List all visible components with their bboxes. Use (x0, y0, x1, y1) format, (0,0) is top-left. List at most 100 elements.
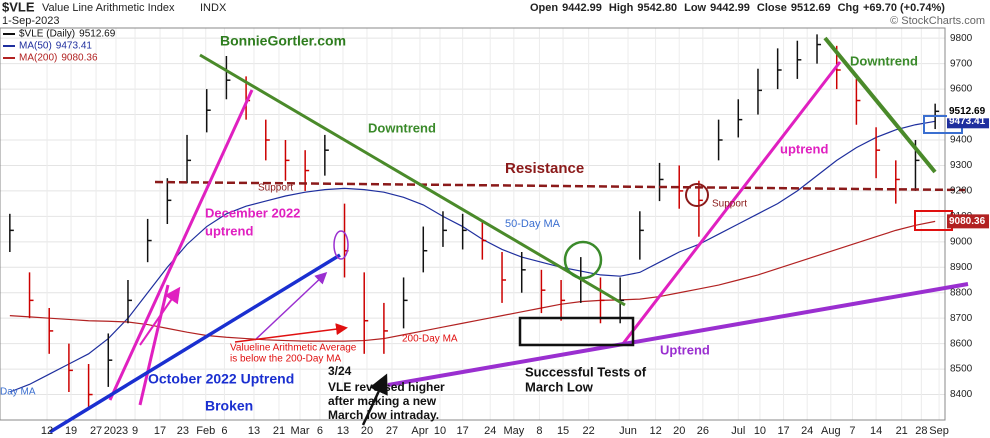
annotation-shapes (49, 36, 969, 434)
x-tick-label: Jul (731, 425, 745, 437)
quote-label: High (609, 2, 634, 14)
x-tick-label: Aug (821, 425, 841, 437)
x-tick-label: 20 (673, 425, 685, 437)
y-tick-label: 8700 (950, 313, 973, 324)
x-tick-label: 19 (65, 425, 77, 437)
price-tag: 9512.69 (949, 106, 986, 117)
x-tick-label: 23 (177, 425, 189, 437)
x-tick-label: 21 (273, 425, 285, 437)
x-tick-label: 13 (337, 425, 349, 437)
annotation: March Low (525, 379, 594, 394)
x-tick-label: 21 (896, 425, 908, 437)
x-tick-label: 2023 (104, 425, 128, 437)
x-tick-label: Sep (929, 425, 949, 437)
y-tick-label: 8400 (950, 389, 973, 400)
x-tick-label: 12 (649, 425, 661, 437)
ma200-tag-bg (947, 214, 989, 229)
annotation: BonnieGortler.com (220, 33, 346, 49)
x-tick-label: 24 (801, 425, 813, 437)
quote-value: +69.70 (+0.74%) (863, 2, 945, 14)
x-tick-label: 17 (457, 425, 469, 437)
annotation: Broken (205, 398, 253, 414)
x-tick-label: 12 (41, 425, 53, 437)
quote-label: Chg (838, 2, 859, 14)
annotation: October 2022 Uptrend (148, 371, 294, 387)
legend-value: 9080.36 (61, 53, 98, 64)
x-tick-label: 27 (386, 425, 398, 437)
x-tick-label: 17 (154, 425, 166, 437)
quote-value: 9512.69 (791, 2, 831, 14)
annotation: Downtrend (850, 53, 918, 68)
legend-value: 9512.69 (79, 29, 116, 40)
x-tick-label: May (503, 425, 524, 437)
annotation: Downtrend (368, 120, 436, 135)
annotation: uptrend (205, 223, 253, 238)
quote-label: Low (684, 2, 706, 14)
annotation: Support (258, 183, 293, 194)
annotation: Successful Tests of (525, 364, 647, 379)
watermark: © StockCharts.com (890, 15, 985, 27)
x-tick-label: 26 (697, 425, 709, 437)
y-tick-label: 9600 (950, 84, 973, 95)
quote-label: Close (757, 2, 787, 14)
ma50-tag: 9473.41 (949, 116, 986, 127)
y-tick-label: 9700 (950, 58, 973, 69)
moving-average-line (9, 120, 936, 393)
x-tick-label: 27 (90, 425, 102, 437)
legend-value: 9473.41 (56, 41, 93, 52)
annotation: Valueline Arithmetic Average (230, 343, 357, 354)
x-tick-label: Jun (619, 425, 637, 437)
annotation: VLE reversed higher (328, 380, 445, 394)
x-tick-label: Feb (196, 425, 215, 437)
moving-average-line (9, 220, 936, 342)
x-tick-label: 20 (361, 425, 373, 437)
annotation: 3/24 (328, 364, 352, 378)
y-tick-label: 8900 (950, 262, 973, 273)
x-tick-label: 9 (132, 425, 138, 437)
annotation: after making a new (328, 394, 437, 408)
quote-value: 9542.80 (637, 2, 677, 14)
header-bg (0, 0, 990, 26)
x-tick-label: 13 (248, 425, 260, 437)
y-tick-label: 9300 (950, 160, 973, 171)
y-tick-label: 8800 (950, 287, 973, 298)
legend-label: MA(200) (19, 53, 57, 64)
annotation: is below the 200-Day MA (230, 354, 341, 365)
annotation: Resistance (505, 160, 584, 177)
annotation: Uptrend (660, 342, 710, 357)
price-tag-bg (947, 104, 989, 119)
x-tick-label: 7 (849, 425, 855, 437)
symbol: $VLE (2, 0, 35, 14)
x-tick-label: 22 (583, 425, 595, 437)
date: 1-Sep-2023 (2, 15, 60, 27)
y-tick-label: 9400 (950, 135, 973, 146)
y-tick-label: 8500 (950, 364, 973, 375)
annotation: March low intraday. (328, 408, 439, 422)
quote-value: 9442.99 (710, 2, 750, 14)
x-tick-label: 8 (536, 425, 542, 437)
x-tick-label: 28 (915, 425, 927, 437)
x-tick-label: 10 (754, 425, 766, 437)
annotation: December 2022 (205, 205, 300, 220)
annotation: 200-Day MA (402, 334, 458, 345)
legend-label: $VLE (Daily) (19, 29, 75, 40)
annotation: uptrend (780, 141, 828, 156)
legend-label: MA(50) (19, 41, 52, 52)
plot-frame (0, 27, 946, 421)
x-tick-label: 14 (870, 425, 882, 437)
ma200-tag: 9080.36 (949, 216, 986, 227)
x-tick-label: Mar (291, 425, 310, 437)
annotation: Day MA (0, 387, 36, 398)
x-tick-label: 6 (317, 425, 323, 437)
x-tick-label: 24 (484, 425, 496, 437)
x-tick-label: 6 (221, 425, 227, 437)
x-tick-label: 10 (434, 425, 446, 437)
x-tick-label: 17 (777, 425, 789, 437)
y-tick-label: 9800 (950, 33, 973, 44)
x-tick-label: Apr (411, 425, 428, 437)
y-tick-label: 8600 (950, 338, 973, 349)
quote-label: Open (530, 2, 558, 14)
chart-title: Value Line Arithmetic Index (42, 2, 175, 14)
x-tick-label: 15 (557, 425, 569, 437)
